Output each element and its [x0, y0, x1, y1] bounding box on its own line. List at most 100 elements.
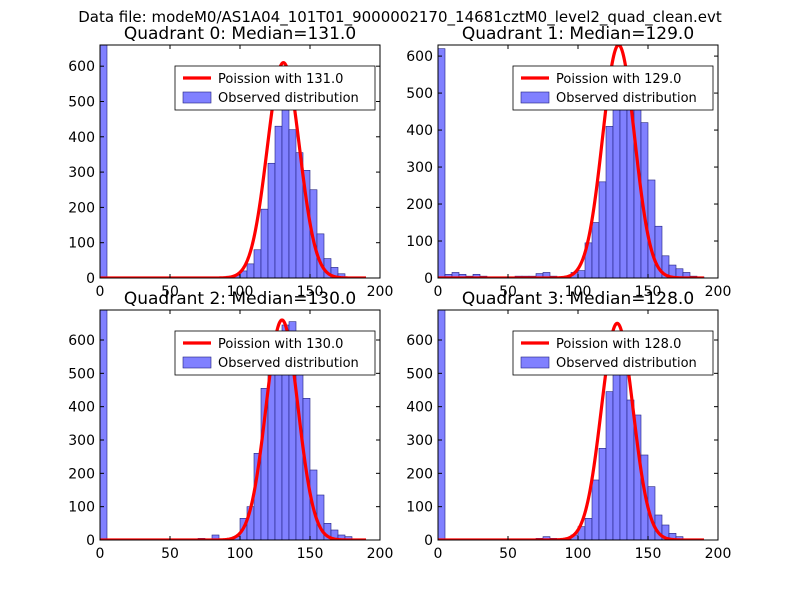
- histogram-bar: [584, 518, 593, 540]
- quadrant-2-panel: Quadrant 2: Median=130.0 0 50 100 150 200 0 100…: [68, 289, 393, 562]
- y-tick-label: 200: [68, 200, 95, 216]
- quadrant-0-panel: Quadrant 0: Median=131.0 0 50 100 150 200 0 100…: [68, 24, 393, 300]
- histogram-bar: [612, 96, 621, 278]
- x-tick-label: 0: [434, 546, 443, 562]
- histogram-bar: [246, 263, 255, 278]
- x-tick-label: 0: [96, 284, 105, 300]
- x-tick-label: 200: [367, 284, 394, 300]
- legend-line-label: Poission with 128.0: [556, 337, 681, 352]
- x-tick-label: 150: [297, 546, 324, 562]
- legend-line-label: Poission with 131.0: [218, 72, 343, 87]
- legend-bar-swatch: [520, 91, 550, 104]
- histogram-bar: [438, 48, 446, 278]
- x-tick-label: 50: [499, 546, 517, 562]
- x-tick-label: 50: [499, 284, 517, 300]
- x-tick-label: 100: [565, 546, 592, 562]
- plot-area: [438, 45, 705, 278]
- y-tick-label: 300: [68, 433, 95, 449]
- quadrant-3-panel: Quadrant 3: Median=128.0 0 50 100 150 200 0 100…: [406, 289, 731, 562]
- histogram-bar: [654, 225, 663, 278]
- plot-area: [100, 45, 367, 278]
- legend-line-label: Poission with 129.0: [556, 72, 681, 87]
- y-tick-label: 0: [424, 271, 433, 287]
- histogram-bar: [605, 391, 614, 540]
- histogram-bar: [647, 179, 656, 278]
- legend-line-label: Poission with 130.0: [218, 337, 343, 352]
- y-tick-label: 300: [406, 433, 433, 449]
- x-tick-label: 150: [635, 546, 662, 562]
- poisson-curve: [100, 61, 367, 278]
- y-tick-label: 400: [68, 130, 95, 146]
- y-tick-label: 600: [68, 59, 95, 75]
- legend-bar-label: Observed distribution: [556, 91, 697, 106]
- histogram-bar: [542, 272, 551, 278]
- y-tick-label: 400: [406, 400, 433, 416]
- x-tick-label: 50: [161, 546, 179, 562]
- histogram-bar: [619, 364, 628, 540]
- y-tick-label: 300: [406, 160, 433, 176]
- poisson-curve: [438, 321, 705, 540]
- plot-area: [100, 310, 367, 540]
- histogram-bar: [612, 359, 621, 540]
- panel-title: Quadrant 1: Median=129.0: [462, 24, 694, 44]
- figure-title: Data file: modeM0/AS1A04_101T01_90000021…: [78, 8, 722, 26]
- histogram-bar: [274, 125, 283, 278]
- y-tick-label: 600: [406, 49, 433, 65]
- y-tick-label: 500: [406, 86, 433, 102]
- quadrant-1-panel: Quadrant 1: Median=129.0 0 50 100 150 200 0 100…: [406, 24, 731, 300]
- histogram-bar: [661, 524, 670, 540]
- y-tick-label: 0: [86, 533, 95, 549]
- histogram-bar: [598, 448, 607, 540]
- histogram-bar: [591, 222, 600, 278]
- y-tick-label: 100: [68, 236, 95, 252]
- y-tick-label: 500: [68, 94, 95, 110]
- x-tick-label: 0: [434, 284, 443, 300]
- y-tick-label: 600: [406, 333, 433, 349]
- y-tick-label: 200: [406, 197, 433, 213]
- histogram-bar: [577, 270, 586, 278]
- histogram-bar: [211, 534, 220, 540]
- y-tick-label: 100: [68, 500, 95, 516]
- y-tick-label: 400: [406, 123, 433, 139]
- y-tick-label: 400: [68, 400, 95, 416]
- y-tick-label: 300: [68, 165, 95, 181]
- histogram-bar: [682, 272, 691, 278]
- legend-bar-label: Observed distribution: [218, 91, 359, 106]
- histogram-bar: [100, 45, 108, 278]
- x-tick-label: 200: [705, 284, 732, 300]
- legend-bar-label: Observed distribution: [556, 356, 697, 371]
- poisson-curve: [438, 45, 705, 278]
- histogram-bar: [100, 310, 108, 540]
- x-tick-label: 150: [635, 284, 662, 300]
- histogram-bar: [267, 162, 276, 278]
- x-tick-label: 200: [367, 546, 394, 562]
- panel-title: Quadrant 0: Median=131.0: [124, 24, 356, 44]
- legend-bar-label: Observed distribution: [218, 356, 359, 371]
- histogram-bar: [253, 249, 262, 278]
- histogram-bar: [438, 310, 446, 540]
- y-tick-label: 100: [406, 500, 433, 516]
- histogram-bar: [605, 126, 614, 278]
- y-tick-label: 600: [68, 333, 95, 349]
- x-tick-label: 100: [227, 546, 254, 562]
- x-tick-label: 50: [161, 284, 179, 300]
- x-tick-label: 200: [705, 546, 732, 562]
- y-tick-label: 500: [406, 366, 433, 382]
- histogram-bar: [260, 208, 269, 278]
- y-tick-label: 500: [68, 366, 95, 382]
- x-tick-label: 150: [297, 284, 324, 300]
- histogram-bar: [598, 181, 607, 278]
- legend-bar-swatch: [182, 356, 212, 369]
- y-tick-label: 100: [406, 234, 433, 250]
- x-tick-label: 100: [565, 284, 592, 300]
- y-tick-label: 0: [86, 271, 95, 287]
- poisson-curve: [100, 318, 367, 540]
- x-tick-label: 100: [227, 284, 254, 300]
- legend-bar-swatch: [520, 356, 550, 369]
- panel-title: Quadrant 2: Median=130.0: [124, 289, 356, 309]
- histogram-bar: [591, 479, 600, 540]
- legend-bar-swatch: [182, 91, 212, 104]
- histogram-bar: [281, 104, 290, 278]
- y-tick-label: 200: [406, 466, 433, 482]
